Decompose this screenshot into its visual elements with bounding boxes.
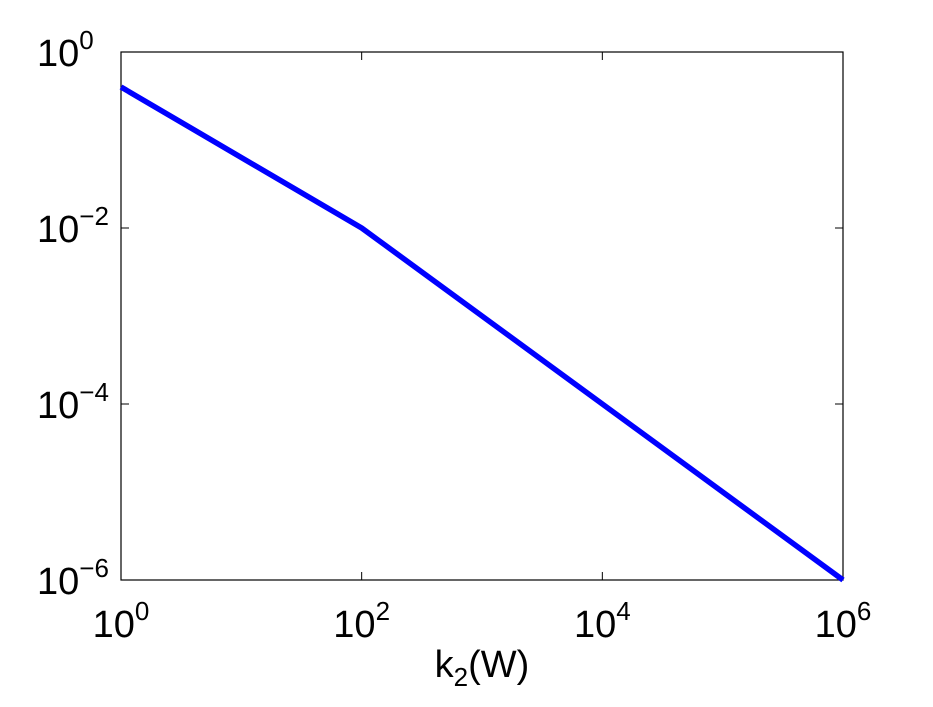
y-tick-label-base: 10 (37, 561, 79, 603)
series-line (121, 87, 843, 580)
series-layer (121, 87, 843, 580)
x-tick-label-base: 10 (333, 604, 375, 646)
x-tick-label: 100 (93, 596, 150, 646)
y-tick-label-exponent: −6 (79, 553, 109, 583)
y-tick-label-exponent: −2 (79, 201, 109, 231)
x-tick-label-exponent: 0 (135, 596, 149, 626)
y-tick-label-base: 10 (37, 385, 79, 427)
x-tick-label-base: 10 (93, 604, 135, 646)
x-axis-label: k2(W) (435, 644, 530, 692)
x-tick-label-base: 10 (574, 604, 616, 646)
y-tick-label: 100 (37, 25, 94, 75)
x-tick-label: 106 (815, 596, 872, 646)
y-tick-label-base: 10 (37, 209, 79, 251)
y-tick-label-base: 10 (37, 33, 79, 75)
x-tick-label-exponent: 6 (857, 596, 871, 626)
x-tick-label: 102 (333, 596, 390, 646)
x-tick-label: 104 (574, 596, 631, 646)
x-axis-label-rest: (W) (468, 644, 529, 686)
y-tick-label: 10−4 (37, 377, 109, 427)
x-tick-label-base: 10 (815, 604, 857, 646)
y-tick-label: 10−6 (37, 553, 109, 603)
x-axis-label-subscript: 2 (454, 662, 468, 692)
y-tick-label-exponent: 0 (79, 25, 93, 55)
x-tick-label-exponent: 2 (376, 596, 390, 626)
x-tick-label-exponent: 4 (616, 596, 630, 626)
x-axis-label-base: k (435, 644, 455, 686)
y-tick-label: 10−2 (37, 201, 109, 251)
y-tick-label-exponent: −4 (79, 377, 109, 407)
